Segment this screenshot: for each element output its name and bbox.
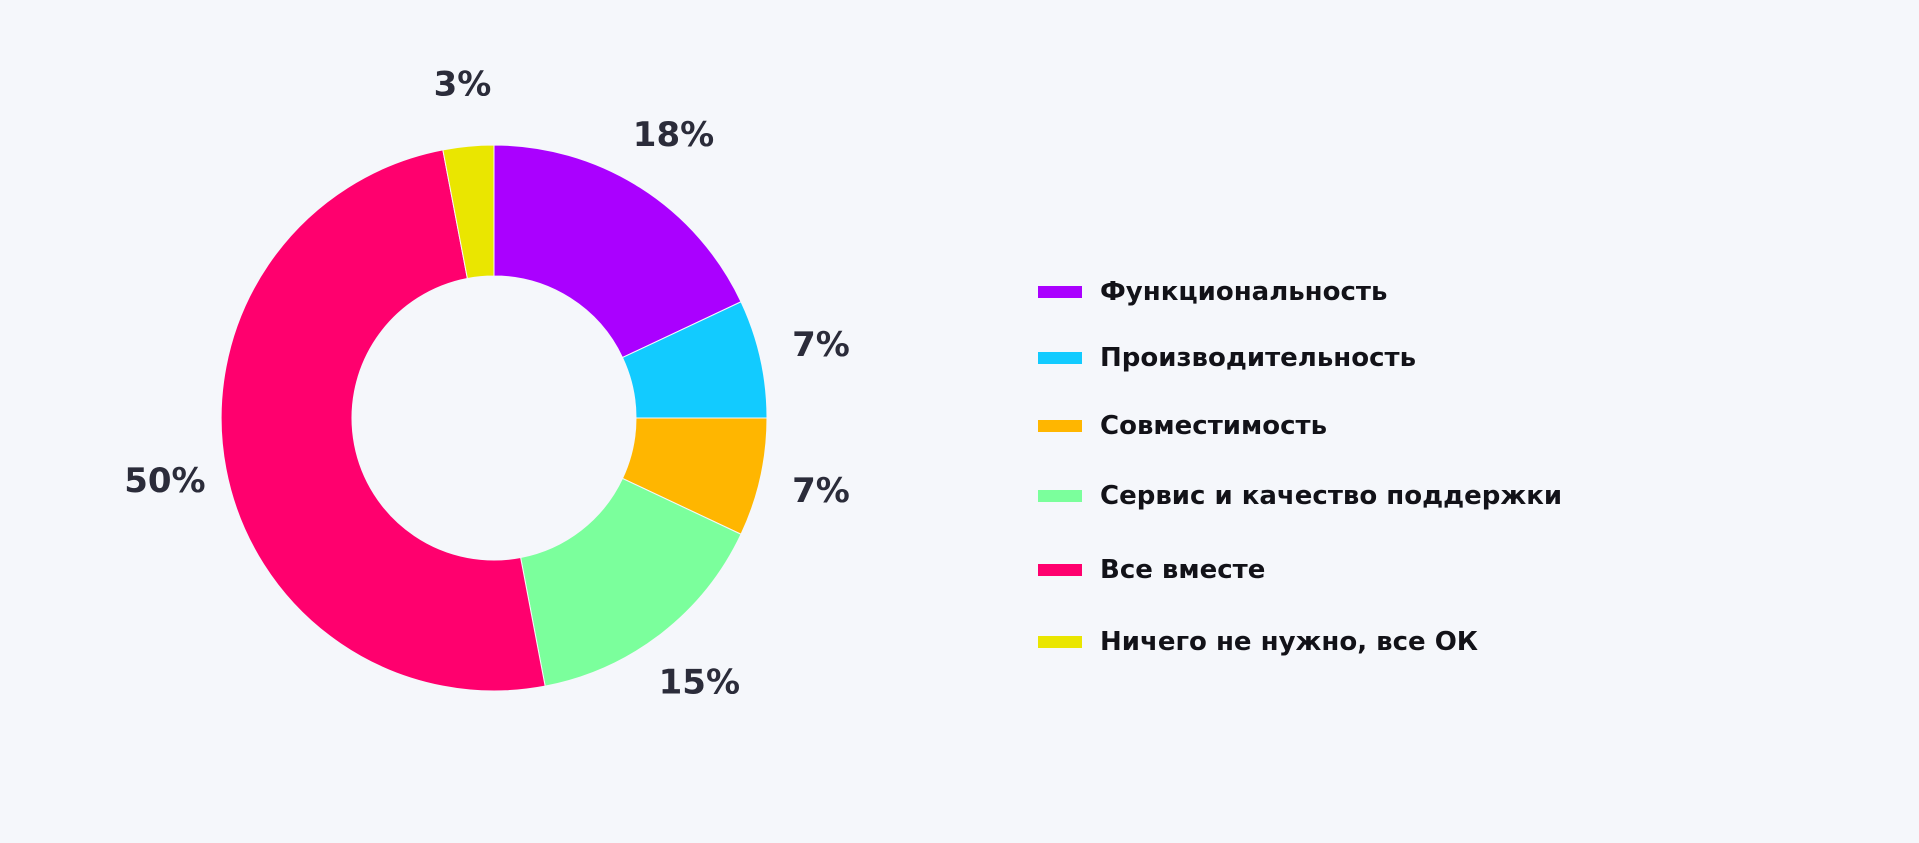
slice-functionality [493, 144, 742, 359]
legend-label: Ничего не нужно, все ОК [1100, 627, 1479, 657]
donut-slices [221, 144, 768, 692]
legend-label: Сервис и качество поддержки [1100, 481, 1563, 511]
legend-swatch [1038, 420, 1082, 432]
legend-swatch [1038, 636, 1082, 648]
legend-item-compatibility: Совместимость [1038, 406, 1327, 446]
legend-item-all-together: Все вместе [1038, 550, 1265, 590]
legend-label: Все вместе [1100, 555, 1266, 585]
slice-label-compatibility: 7% [792, 471, 850, 511]
slice-label-nothing-needed: 3% [434, 64, 492, 104]
legend-item-performance: Производительность [1038, 338, 1416, 378]
slice-service-support [520, 477, 742, 687]
legend-item-functionality: Функциональность [1038, 272, 1387, 312]
slice-label-all-together: 50% [124, 461, 205, 501]
slice-labels: 18% 7% 7% 15% 50% 3% [124, 64, 850, 702]
legend-item-nothing-needed: Ничего не нужно, все ОК [1038, 622, 1478, 662]
legend-label: Производительность [1100, 343, 1417, 373]
slice-all-together [221, 149, 546, 692]
legend-swatch [1038, 352, 1082, 364]
slice-label-functionality: 18% [633, 115, 714, 155]
slice-nothing-needed [442, 144, 495, 280]
legend-swatch [1038, 564, 1082, 576]
legend-label: Совместимость [1100, 411, 1328, 441]
slice-label-performance: 7% [792, 325, 850, 365]
legend-swatch [1038, 490, 1082, 502]
legend-swatch [1038, 286, 1082, 298]
legend-label: Функциональность [1100, 277, 1388, 307]
legend-item-service-support: Сервис и качество поддержки [1038, 476, 1562, 516]
slice-label-service-support: 15% [659, 663, 740, 703]
